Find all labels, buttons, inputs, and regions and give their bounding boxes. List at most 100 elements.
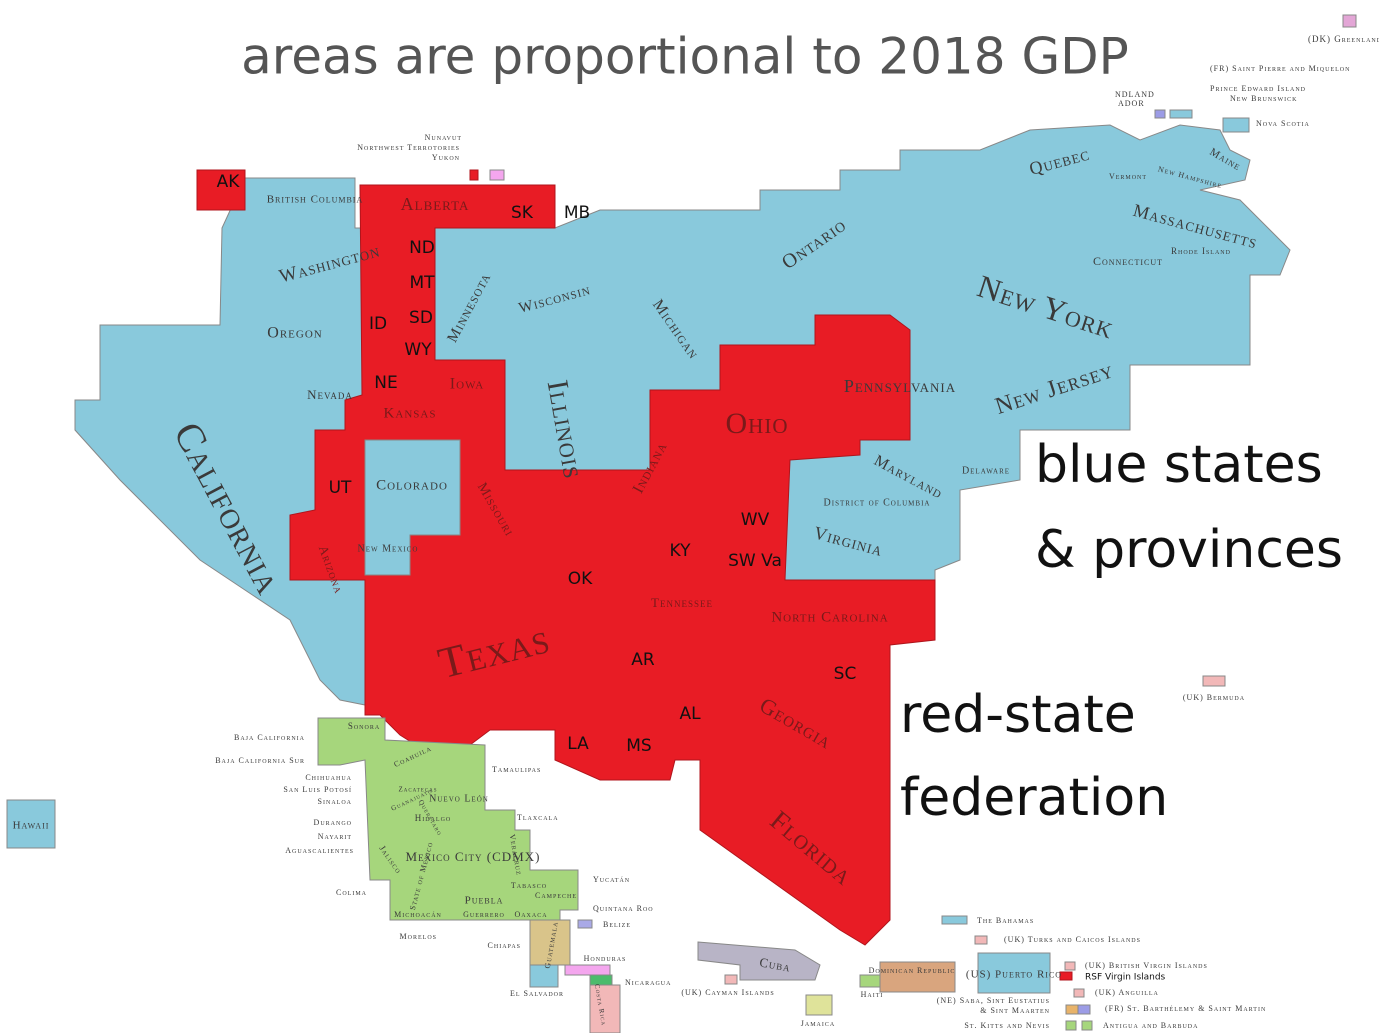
region-label: Rhode Island <box>1171 246 1231 256</box>
bahamas-shape <box>941 915 968 925</box>
region-label: Delaware <box>962 465 1010 476</box>
region-label: San Luis Potosí <box>283 785 352 794</box>
region-label: Ohio <box>726 407 789 440</box>
region-label: MB <box>564 203 590 223</box>
region-label: Kansas <box>384 405 437 421</box>
region-label: AL <box>679 704 701 724</box>
region-label: New Brunswick <box>1230 94 1297 103</box>
greenland-shape <box>1342 14 1357 28</box>
region-label: NE <box>374 373 397 393</box>
belize-shape <box>577 919 593 929</box>
turks-shape <box>974 935 988 945</box>
region-label: Jamaica <box>801 1019 835 1028</box>
region-label: (DK) Greenland <box>1308 34 1379 44</box>
red-region <box>196 169 246 211</box>
region-label: Nicaragua <box>625 978 671 987</box>
region-label: (NE) Saba, Sint Eustatius <box>937 996 1050 1005</box>
region-label: UT <box>329 478 352 498</box>
region-label: Quintana Roo <box>593 904 654 913</box>
region-label: (FR) St. Barthélemy & Saint Martin <box>1105 1004 1266 1013</box>
region-label: SD <box>409 308 433 328</box>
region-label: Nayarit <box>318 832 352 841</box>
haiti-shape <box>859 974 881 988</box>
antigua-shape <box>1081 1020 1093 1031</box>
region-label: (UK) Turks and Caicos Islands <box>1004 935 1141 944</box>
saba-shape <box>1065 1004 1079 1015</box>
region-label: North Carolina <box>771 609 888 625</box>
region-label: Puebla <box>465 895 504 907</box>
region-label: MS <box>626 736 651 756</box>
red-region <box>289 184 936 946</box>
region-label: New Mexico <box>358 543 419 554</box>
region-label: MT <box>409 273 435 293</box>
cuba-shape <box>697 941 821 981</box>
region-label: LA <box>567 734 589 754</box>
honduras-shape <box>564 964 611 976</box>
region-label: Sonora <box>348 721 380 731</box>
region-label: Northwest Terrotories <box>357 143 460 152</box>
region-label: (UK) Cayman Islands <box>681 988 774 997</box>
region-label: Pennsylvania <box>844 376 956 396</box>
puerto-rico-shape <box>977 952 1051 994</box>
cayman-shape <box>724 974 738 985</box>
nova-scotia-shape <box>1222 117 1250 133</box>
blue-region <box>364 439 461 576</box>
region-label: Sinaloa <box>318 797 352 806</box>
region-label: Dominican Republic <box>869 966 956 975</box>
region-label: Morelos <box>400 932 437 941</box>
region-label: El Salvador <box>510 989 564 998</box>
region-label: Honduras <box>584 954 627 963</box>
region-label: Nova Scotia <box>1256 119 1310 128</box>
region-label: Nevada <box>307 387 353 402</box>
region-label: ND <box>409 238 435 258</box>
region-label: British Columbia <box>267 194 364 206</box>
region-label: NDLAND <box>1115 90 1155 99</box>
legend-text: blue states <box>1035 435 1323 495</box>
region-label: Haiti <box>861 990 884 999</box>
region-label: (UK) British Virgin Islands <box>1085 961 1208 970</box>
region-label: Tabasco <box>511 881 547 890</box>
region-label: Tennessee <box>651 595 713 610</box>
region-label: Colorado <box>376 477 448 493</box>
legend-text: red-state <box>900 685 1136 745</box>
region-label: Yukon <box>432 153 460 162</box>
bvi-shape <box>1064 961 1076 971</box>
anguilla-shape <box>1073 988 1085 998</box>
dominican-shape <box>879 961 956 993</box>
region-label: District of Columbia <box>824 497 931 508</box>
regions <box>6 14 1357 1033</box>
region-label: WY <box>404 340 432 360</box>
region-label: (US) Puerto Rico <box>966 969 1062 981</box>
region-label: Oregon <box>267 325 322 342</box>
region-label: ADOR <box>1118 99 1145 108</box>
hawaii-shape <box>6 799 56 849</box>
jamaica-shape <box>805 994 833 1016</box>
region-label: AR <box>631 650 655 670</box>
region-label: Yucatán <box>593 875 630 884</box>
rsf-vi-shape <box>1059 971 1073 981</box>
region-label: OK <box>568 569 593 589</box>
legend-text: federation <box>900 768 1168 828</box>
region-label: (UK) Anguilla <box>1095 988 1159 997</box>
region-label: Baja California Sur <box>215 756 305 765</box>
region-label: Aguascalientes <box>285 846 354 855</box>
region-label: KY <box>670 541 692 561</box>
region-label: Hidalgo <box>415 813 452 823</box>
region-label: St. Kitts and Nevis <box>964 1021 1050 1030</box>
region-label: (FR) Saint Pierre and Miquelon <box>1210 64 1350 73</box>
region-label: Alberta <box>401 194 470 214</box>
region-label: Chiapas <box>488 941 521 950</box>
region-label: SK <box>511 203 534 223</box>
region-label: Nunavut <box>425 133 462 142</box>
region-label: Connecticut <box>1093 254 1163 268</box>
region-label: Baja California <box>234 733 305 742</box>
pei-shape <box>1169 109 1193 119</box>
region-label: Colima <box>336 888 367 897</box>
region-label: ID <box>369 314 387 334</box>
st-kitts-shape <box>1065 1020 1077 1031</box>
st-barth-shape <box>1077 1004 1091 1015</box>
region-label: Vermont <box>1109 172 1147 181</box>
region-label: Antigua and Barbuda <box>1103 1021 1198 1030</box>
region-label: Hawaii <box>13 820 50 832</box>
